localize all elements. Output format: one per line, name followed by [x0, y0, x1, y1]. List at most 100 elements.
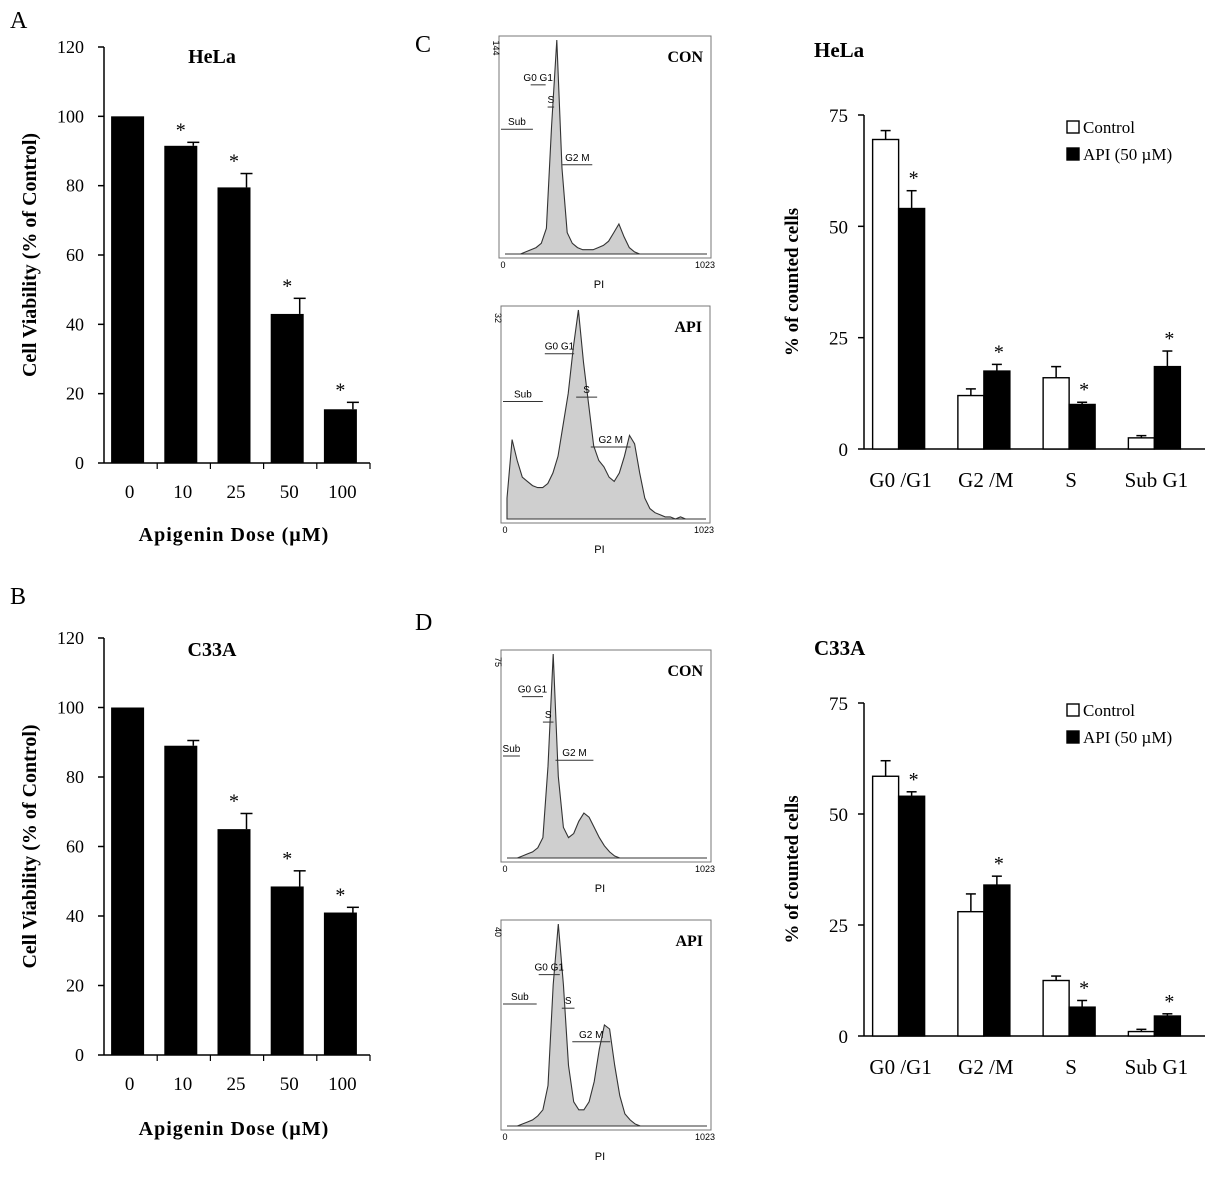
x-axis-label: PI	[594, 279, 604, 291]
condition-label: API	[674, 319, 702, 336]
y-tick-label: 0	[839, 1027, 849, 1048]
x-tick-label: Sub G1	[1125, 468, 1189, 492]
bar-control	[957, 394, 985, 450]
significance-star: *	[909, 168, 919, 190]
gate-label: S	[565, 996, 572, 1007]
x-tick-label: 0	[125, 482, 135, 503]
significance-star: *	[1079, 379, 1089, 401]
condition-label: CON	[667, 663, 703, 680]
y-tick-label: 20	[66, 384, 84, 404]
gate-label: G0 G1	[545, 342, 575, 353]
histogram-trace	[507, 923, 707, 1127]
legend-label: API (50 µM)	[1083, 728, 1172, 747]
y-tick-label: 50	[829, 805, 848, 826]
bar	[323, 912, 357, 1055]
bar-control	[1042, 979, 1070, 1037]
gate-label: Sub	[508, 117, 526, 128]
y-tick-label: 80	[66, 767, 84, 787]
y-tick-label: 120	[57, 37, 84, 57]
significance-star: *	[1164, 991, 1174, 1013]
bar-control	[1127, 1030, 1156, 1037]
histogram-c-con: Sub G0 G1 S G2 M CON 144 0 1023 PI	[491, 35, 715, 291]
significance-star: *	[1164, 328, 1174, 350]
x-tick-label: S	[1065, 468, 1077, 492]
significance-star: *	[229, 151, 239, 173]
y-tick-label: 0	[839, 440, 849, 461]
x-max-label: 1023	[695, 260, 715, 270]
bar	[164, 145, 198, 464]
gate-label: S	[548, 95, 555, 106]
x-tick-label: 25	[227, 482, 246, 503]
y-tick-label: 100	[57, 698, 84, 718]
gate-label: Sub	[514, 389, 532, 400]
x-tick-label: 50	[280, 482, 299, 503]
y-tick-label: 0	[75, 1045, 84, 1065]
y-tick-label: 75	[829, 694, 848, 715]
bar-control	[871, 138, 900, 450]
viability-chart-a: 0 20 40 60 80 100 120 0 * 10 * 25 * 50 * 100 HeLa Apigeni…	[19, 37, 371, 546]
y-tick-label: 75	[829, 106, 848, 127]
y-axis-label: Cell Viability (% of Control)	[19, 133, 41, 377]
y-tick-label: 60	[66, 245, 84, 265]
y-tick-label: 25	[829, 916, 848, 937]
x-axis-label: PI	[595, 883, 605, 895]
gate-label: G2 M	[598, 435, 622, 446]
x-tick-label: 10	[173, 1074, 192, 1095]
histogram-frame	[500, 649, 712, 863]
x-tick-label: S	[1065, 1055, 1077, 1079]
gate-label: G0 G1	[523, 73, 553, 84]
x-axis-label: PI	[595, 1151, 605, 1163]
histogram-frame	[500, 305, 711, 524]
significance-star: *	[282, 275, 292, 297]
chart-title: C33A	[188, 639, 237, 661]
condition-label: CON	[667, 49, 703, 66]
y-tick-label: 25	[829, 329, 848, 350]
x-tick-label: 100	[328, 1074, 357, 1095]
y-tick-label: 120	[57, 628, 84, 648]
x-axis-label: Apigenin Dose (µM)	[139, 1118, 330, 1140]
gate-label: S	[545, 710, 552, 721]
histogram-d-api: Sub G0 G1 S G2 M API 40 0 1023 PI	[493, 919, 715, 1163]
legend-swatch	[1066, 120, 1080, 134]
bar	[111, 116, 145, 463]
bar-api	[1153, 1015, 1182, 1037]
gate-label: Sub	[511, 992, 529, 1003]
bar	[164, 745, 198, 1055]
x-min-label: 0	[502, 864, 507, 874]
x-max-label: 1023	[694, 525, 714, 535]
histogram-c-api: Sub G0 G1 S G2 M API 32 0 1023 PI	[493, 305, 714, 556]
panel-letter-c: C	[415, 32, 431, 58]
bar-control	[1042, 377, 1070, 450]
condition-label: API	[675, 933, 703, 950]
chart-title: C33A	[814, 636, 866, 660]
x-tick-label: 10	[173, 482, 192, 503]
y-tick-label: 80	[66, 176, 84, 196]
x-min-label: 0	[502, 1132, 507, 1142]
histogram-trace	[506, 309, 706, 520]
legend-swatch	[1066, 730, 1080, 744]
bar-api	[1153, 365, 1182, 450]
viability-chart-b: 0 20 40 60 80 100 120 0 10 * 25 * 50 * 100 C33A Apigenin…	[19, 628, 371, 1140]
cell-cycle-chart-c: 0 25 50 75 * G0 /G1 * G2 /M * S * Sub G1 HeLa % of co…	[782, 38, 1205, 492]
x-tick-label: 100	[328, 482, 357, 503]
histogram-trace	[505, 39, 707, 255]
histogram-frame	[500, 919, 712, 1131]
x-max-label: 1023	[695, 1132, 715, 1142]
y-axis-label: Cell Viability (% of Control)	[19, 724, 41, 968]
significance-star: *	[909, 769, 919, 791]
y-tick-label: 100	[57, 106, 84, 126]
x-tick-label: 0	[125, 1074, 135, 1095]
x-min-label: 0	[500, 260, 505, 270]
bar-api	[983, 370, 1011, 450]
significance-star: *	[1079, 977, 1089, 999]
y-max-label: 144	[491, 40, 501, 55]
bar-control	[871, 775, 900, 1037]
y-max-label: 32	[493, 313, 503, 323]
gate-label: S	[583, 385, 590, 396]
panel-letter-d: D	[415, 610, 432, 636]
gate-label: G2 M	[565, 153, 589, 164]
bar-api	[1068, 1006, 1096, 1037]
histogram-frame	[498, 35, 712, 259]
significance-star: *	[994, 341, 1004, 363]
